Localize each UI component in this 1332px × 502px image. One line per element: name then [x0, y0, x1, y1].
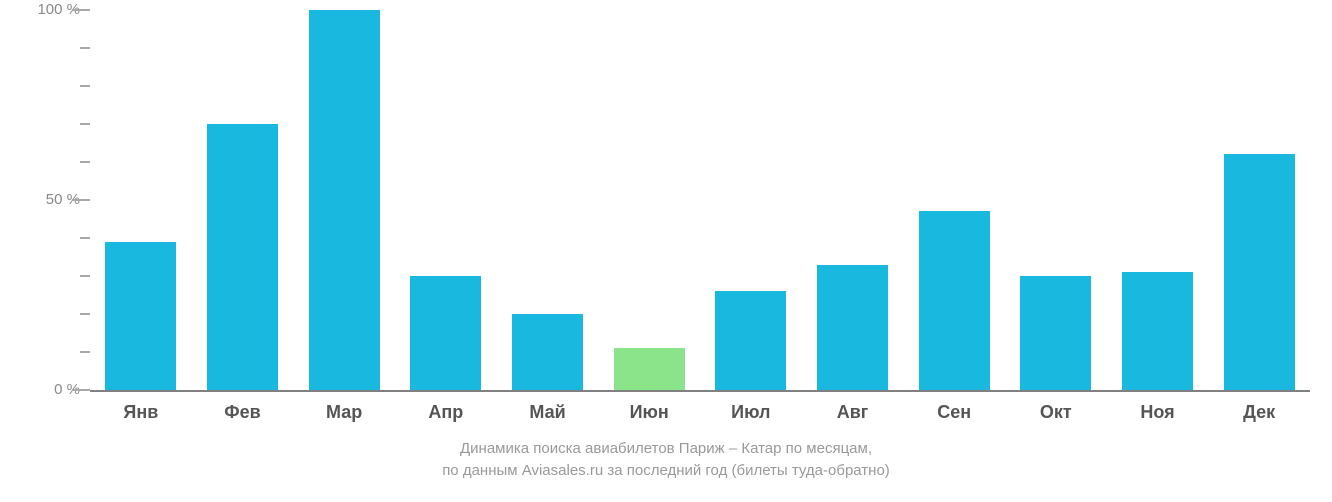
x-label-Мар: Мар: [326, 402, 362, 423]
y-tick-minor: [80, 123, 90, 125]
x-label-Фев: Фев: [224, 402, 260, 423]
y-axis: 0 %50 %100 %: [0, 10, 90, 390]
bar-Авг: [817, 265, 888, 390]
x-axis-labels: Янв Фев Мар Апр Май Июн Июл Авг Сен Окт Ноя Дек: [90, 398, 1310, 428]
chart-caption: Динамика поиска авиабилетов Париж – Ката…: [0, 438, 1332, 482]
bar-Сен: [919, 211, 990, 390]
y-tick-minor: [80, 275, 90, 277]
bar-Фев: [207, 124, 278, 390]
x-label-Июл: Июл: [731, 402, 770, 423]
y-tick-major: [72, 389, 90, 391]
caption-line-2: по данным Aviasales.ru за последний год …: [0, 460, 1332, 482]
caption-line-1: Динамика поиска авиабилетов Париж – Ката…: [0, 438, 1332, 460]
x-label-Июн: Июн: [630, 402, 669, 423]
x-label-Дек: Дек: [1243, 402, 1275, 423]
bar-Июл: [715, 291, 786, 390]
y-tick-label: 50 %: [0, 190, 80, 210]
y-tick-minor: [80, 161, 90, 163]
y-tick-minor: [80, 351, 90, 353]
x-label-Сен: Сен: [937, 402, 971, 423]
x-label-Ноя: Ноя: [1140, 402, 1174, 423]
bar-Ноя: [1122, 272, 1193, 390]
bar-Май: [512, 314, 583, 390]
bar-Апр: [410, 276, 481, 390]
y-tick-label: 0 %: [0, 380, 80, 400]
x-label-Янв: Янв: [123, 402, 158, 423]
y-tick-minor: [80, 47, 90, 49]
y-tick-minor: [80, 237, 90, 239]
bar-Янв: [105, 242, 176, 390]
x-label-Окт: Окт: [1040, 402, 1072, 423]
y-tick-major: [72, 9, 90, 11]
x-label-Авг: Авг: [837, 402, 869, 423]
y-tick-major: [72, 199, 90, 201]
x-label-Апр: Апр: [428, 402, 463, 423]
x-axis: [90, 390, 1310, 392]
x-label-Май: Май: [529, 402, 565, 423]
y-tick-minor: [80, 313, 90, 315]
search-dynamics-chart: 0 %50 %100 % ЯнвФевМарАпрМайИюнИюлАвгСен…: [0, 0, 1332, 502]
bar-Июн: [614, 348, 685, 390]
y-tick-label: 100 %: [0, 0, 80, 20]
bar-Мар: [309, 10, 380, 390]
plot-area: [90, 10, 1310, 390]
bar-Окт: [1020, 276, 1091, 390]
y-tick-minor: [80, 85, 90, 87]
bar-Дек: [1224, 154, 1295, 390]
